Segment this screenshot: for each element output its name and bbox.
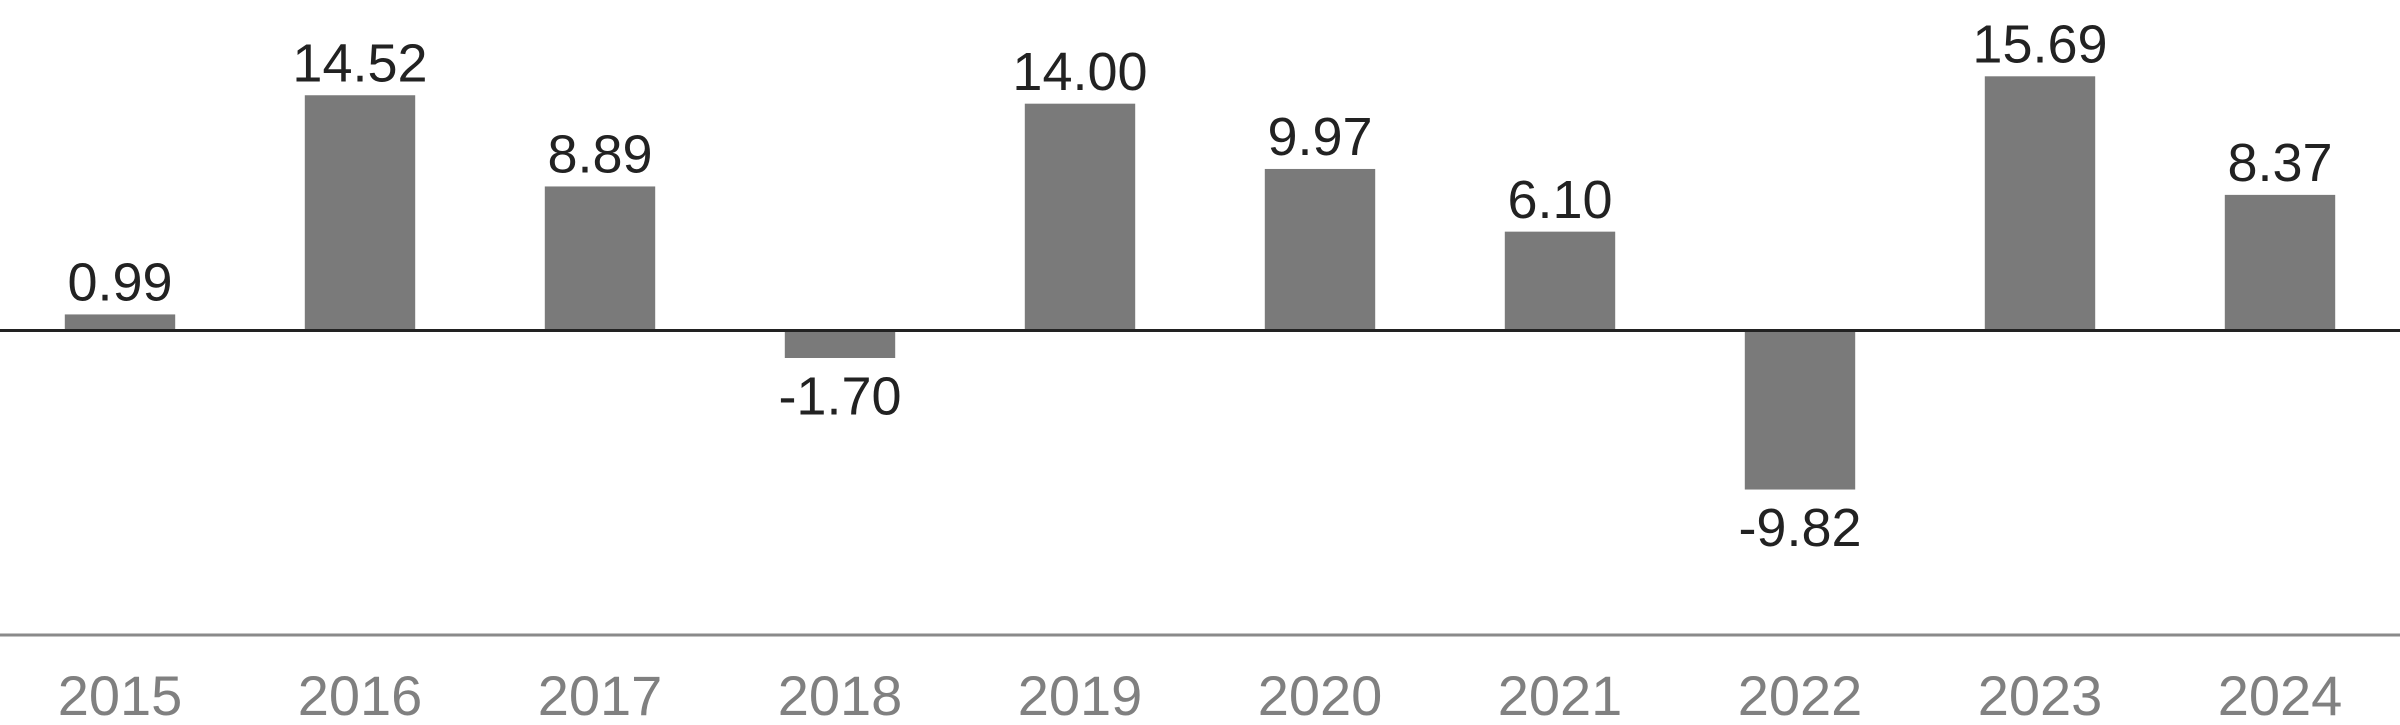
x-tick-label: 2016 — [298, 664, 423, 725]
x-tick-label: 2015 — [58, 664, 183, 725]
value-label: 14.00 — [1012, 42, 1147, 102]
bar — [2224, 194, 2336, 331]
value-label: 15.69 — [1972, 15, 2107, 75]
bar — [64, 314, 176, 331]
bar — [1264, 168, 1376, 331]
x-tick-label: 2023 — [1978, 664, 2103, 725]
value-label: -9.82 — [1738, 498, 1861, 558]
bar — [1744, 330, 1856, 490]
value-label: 9.97 — [1267, 107, 1372, 167]
value-label: 8.37 — [2227, 133, 2332, 193]
value-label: 0.99 — [67, 253, 172, 313]
x-tick-label: 2017 — [538, 664, 663, 725]
x-tick-label: 2018 — [778, 664, 903, 725]
bar — [1504, 231, 1616, 331]
bar — [544, 186, 656, 331]
value-label: -1.70 — [778, 366, 901, 426]
bar — [304, 95, 416, 331]
x-tick-label: 2024 — [2218, 664, 2343, 725]
x-tick-label: 2022 — [1738, 664, 1863, 725]
x-tick-label: 2020 — [1258, 664, 1383, 725]
bar — [784, 330, 896, 358]
x-tick-label: 2019 — [1018, 664, 1143, 725]
value-label: 8.89 — [547, 125, 652, 185]
bar — [1984, 76, 2096, 331]
value-label: 14.52 — [292, 34, 427, 94]
x-tick-label: 2021 — [1498, 664, 1623, 725]
value-label: 6.10 — [1507, 170, 1612, 230]
bar — [1024, 103, 1136, 331]
